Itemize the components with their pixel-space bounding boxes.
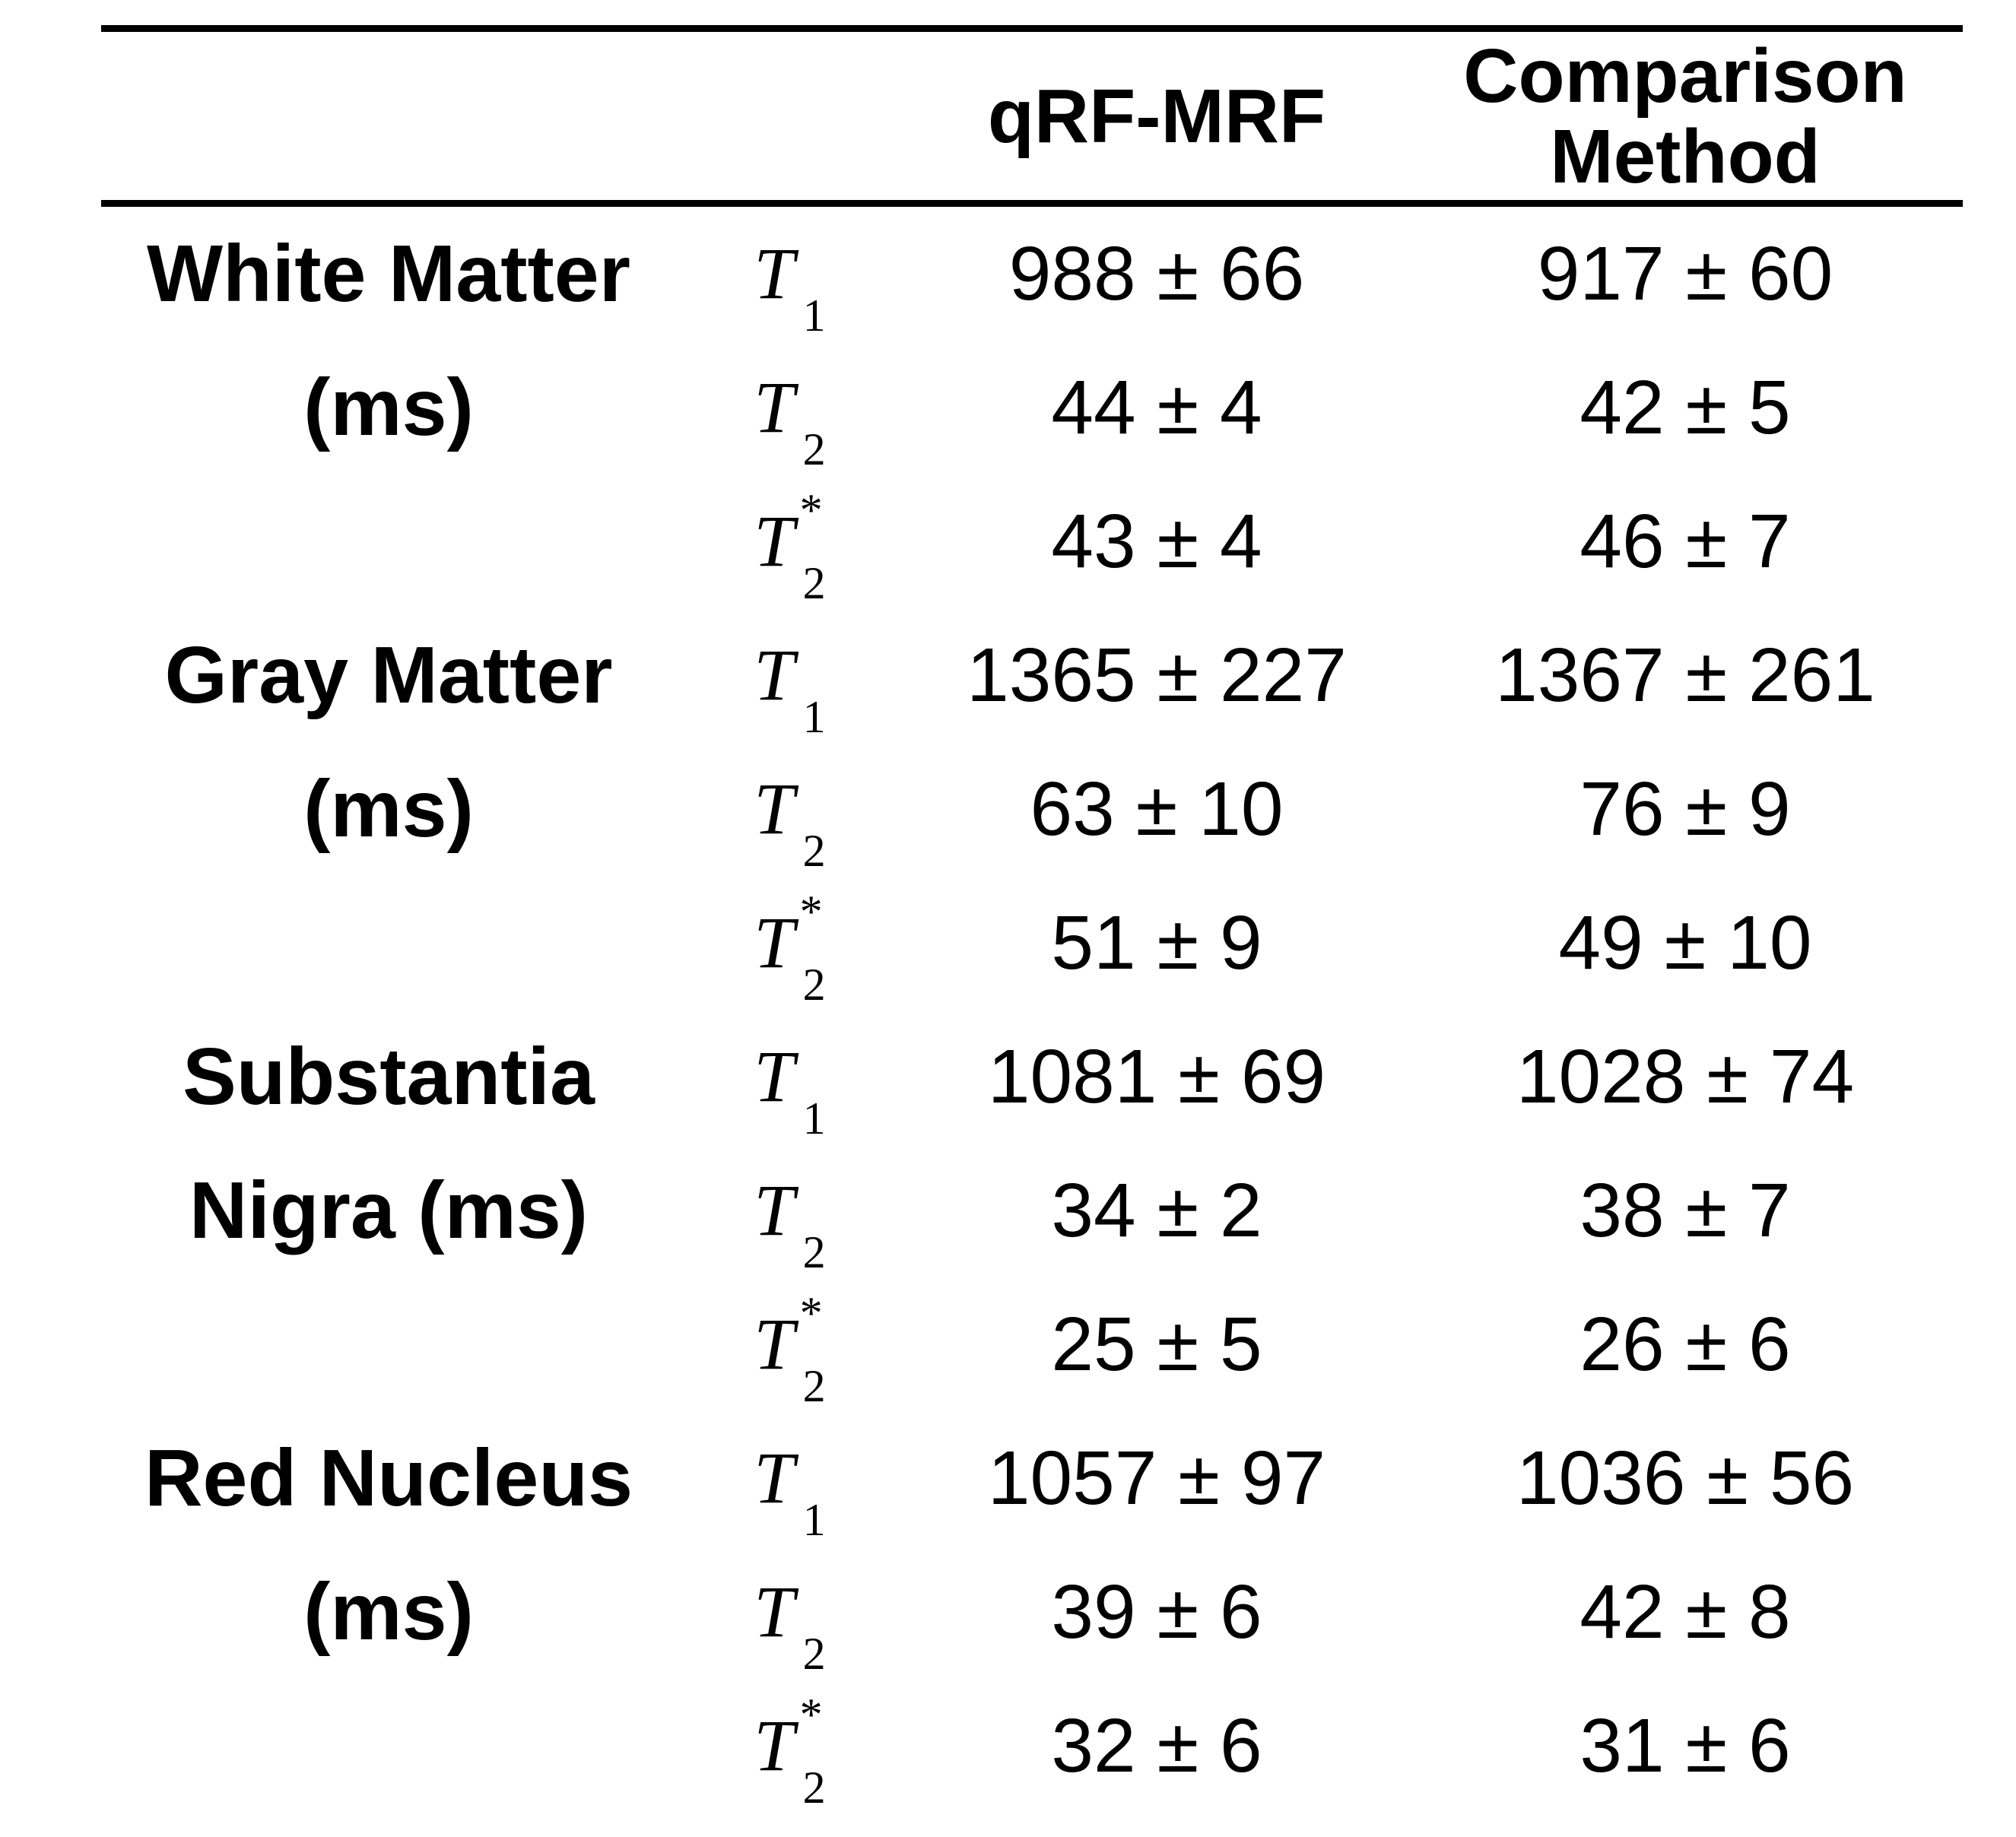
table-header-rule: [101, 200, 1963, 207]
comparison-value: 42 ± 5: [1579, 364, 1791, 450]
region-name: Substantia: [183, 1031, 595, 1122]
param-base: T: [754, 1169, 795, 1251]
param-superscript: *: [799, 1288, 823, 1338]
region-name: Red Nucleus: [144, 1432, 633, 1523]
qrf-value: 43 ± 4: [1051, 498, 1262, 584]
region-cell-gray-matter: Gray Matter (ms): [101, 608, 676, 1010]
param-base: T: [754, 1303, 795, 1385]
qrf-value: 1081 ± 69: [987, 1033, 1326, 1119]
param-base: T: [754, 233, 795, 314]
table-top-rule: [101, 25, 1963, 32]
param-subscript: 1: [802, 1093, 826, 1144]
param-cell-t2star: T * 2: [676, 876, 906, 1010]
param-cell-t2star: T * 2: [676, 1277, 906, 1411]
header-comparison-method: Comparison Method: [1408, 32, 1963, 200]
qrf-value: 1057 ± 97: [987, 1435, 1326, 1521]
param-base: T: [754, 1437, 795, 1518]
qrf-value: 39 ± 6: [1051, 1569, 1262, 1655]
qrf-value: 51 ± 9: [1051, 899, 1262, 985]
qrf-value: 32 ± 6: [1051, 1702, 1262, 1788]
param-subscript: 2: [802, 960, 826, 1010]
param-subscript: 1: [802, 290, 826, 341]
header-qrf-mrf: qRF-MRF: [987, 73, 1326, 159]
region-unit: Nigra (ms): [189, 1165, 589, 1255]
results-table: qRF-MRF Comparison Method White Matter (…: [101, 25, 1963, 1813]
comparison-value: 49 ± 10: [1558, 899, 1812, 985]
region-name: Gray Matter: [164, 630, 613, 720]
param-cell-t2star: T * 2: [676, 474, 906, 608]
param-subscript: 2: [802, 826, 826, 876]
param-subscript: 2: [802, 1361, 826, 1411]
comparison-value: 31 ± 6: [1579, 1702, 1791, 1788]
region-unit: (ms): [303, 362, 474, 452]
param-symbol: T * 2: [754, 487, 827, 606]
comparison-value: 76 ± 9: [1579, 766, 1791, 852]
comparison-value: 1367 ± 261: [1495, 632, 1875, 718]
region-cell-white-matter: White Matter (ms): [101, 207, 676, 608]
region-unit: (ms): [303, 1566, 474, 1657]
comparison-value: 42 ± 8: [1579, 1569, 1791, 1655]
region-cell-red-nucleus: Red Nucleus (ms): [101, 1411, 676, 1813]
param-subscript: 1: [802, 692, 826, 742]
param-base: T: [754, 1705, 795, 1786]
table-header-row: qRF-MRF Comparison Method: [101, 32, 1963, 200]
qrf-value: 34 ± 2: [1051, 1167, 1262, 1253]
qrf-value: 988 ± 66: [1008, 230, 1305, 316]
qrf-value: 25 ± 5: [1051, 1301, 1262, 1387]
header-comparison-line1: Comparison: [1463, 33, 1907, 119]
param-superscript: *: [799, 485, 823, 535]
param-subscript: 2: [802, 558, 826, 608]
param-cell-t2star: T * 2: [676, 1679, 906, 1813]
header-region-blank: [101, 32, 676, 200]
comparison-value: 1036 ± 56: [1516, 1435, 1855, 1521]
header-param-blank: [676, 32, 906, 200]
param-superscript: *: [799, 1689, 823, 1740]
param-symbol: T * 2: [754, 889, 827, 1007]
comparison-value: 46 ± 7: [1579, 498, 1791, 584]
region-name: White Matter: [147, 228, 630, 319]
comparison-value: 917 ± 60: [1537, 230, 1833, 316]
qrf-value: 44 ± 4: [1051, 364, 1262, 450]
param-base: T: [754, 902, 795, 983]
param-subscript: 2: [802, 1762, 826, 1813]
param-base: T: [754, 768, 795, 849]
param-subscript: 1: [802, 1495, 826, 1545]
qrf-value: 1365 ± 227: [967, 632, 1347, 718]
param-superscript: *: [799, 887, 823, 937]
qrf-value: 63 ± 10: [1030, 766, 1284, 852]
param-base: T: [754, 366, 795, 448]
param-base: T: [754, 500, 795, 582]
param-base: T: [754, 1036, 795, 1117]
param-base: T: [754, 634, 795, 715]
param-subscript: 2: [802, 424, 826, 474]
param-symbol: T * 2: [754, 1692, 827, 1810]
param-subscript: 2: [802, 1227, 826, 1277]
comparison-value: 38 ± 7: [1579, 1167, 1791, 1253]
param-subscript: 2: [802, 1629, 826, 1679]
comparison-value: 1028 ± 74: [1516, 1033, 1855, 1119]
header-comparison-line2: Method: [1550, 113, 1821, 199]
param-symbol: T * 2: [754, 1290, 827, 1409]
region-unit: (ms): [303, 763, 474, 854]
param-base: T: [754, 1571, 795, 1652]
comparison-value: 26 ± 6: [1579, 1301, 1791, 1387]
region-cell-substantia-nigra: Substantia Nigra (ms): [101, 1010, 676, 1411]
